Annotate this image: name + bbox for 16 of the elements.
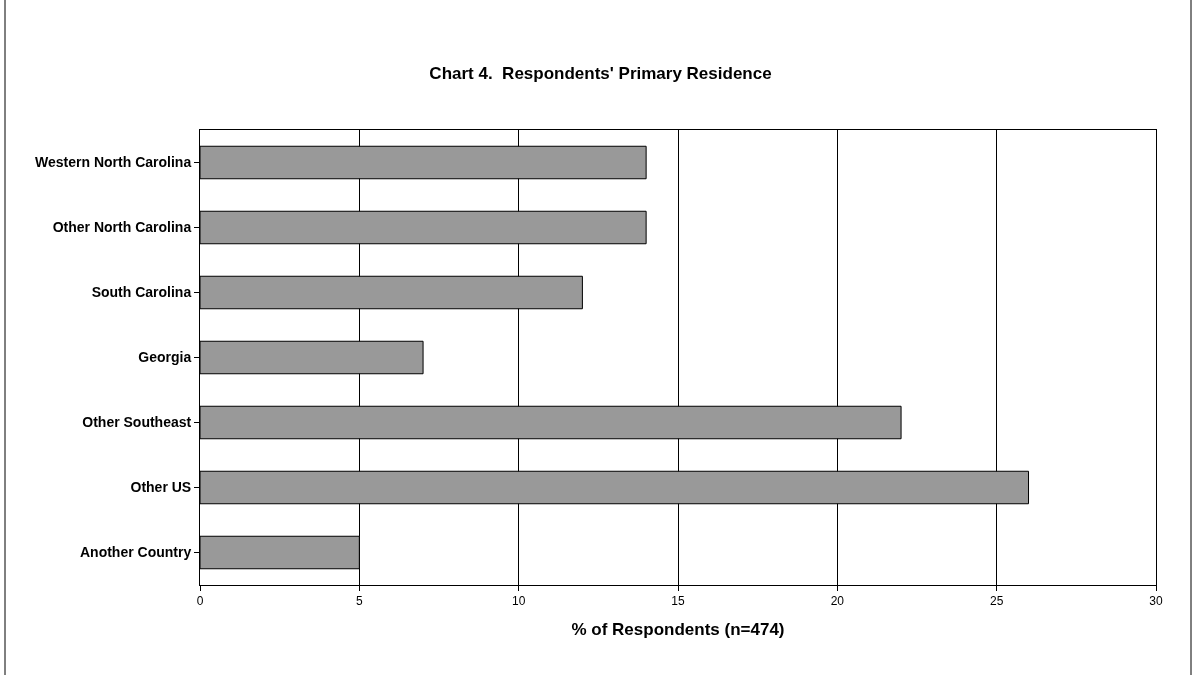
x-tick-label: 15 [671, 594, 685, 609]
y-tick-label: Georgia [138, 349, 192, 366]
x-tick-label: 25 [989, 594, 1004, 609]
x-axis-title: % of Respondents (n=474) [571, 619, 785, 639]
x-tick-label: 5 [355, 594, 363, 609]
y-tick-label: Another Country [79, 544, 192, 561]
y-tick-label: Other North Carolina [52, 219, 192, 236]
y-tick-label: Western North Carolina [35, 154, 192, 171]
y-tick-label: Other Southeast [82, 414, 192, 431]
x-tick-label: 20 [830, 594, 845, 609]
y-tick-label: South Carolina [91, 284, 192, 301]
x-tick-label: 30 [1149, 594, 1163, 609]
y-tick-label: Other US [130, 479, 192, 496]
chart-title: Chart 4. Respondents' Primary Residence [429, 64, 772, 84]
x-tick-label: 0 [196, 594, 204, 609]
x-tick-label: 10 [511, 594, 526, 609]
